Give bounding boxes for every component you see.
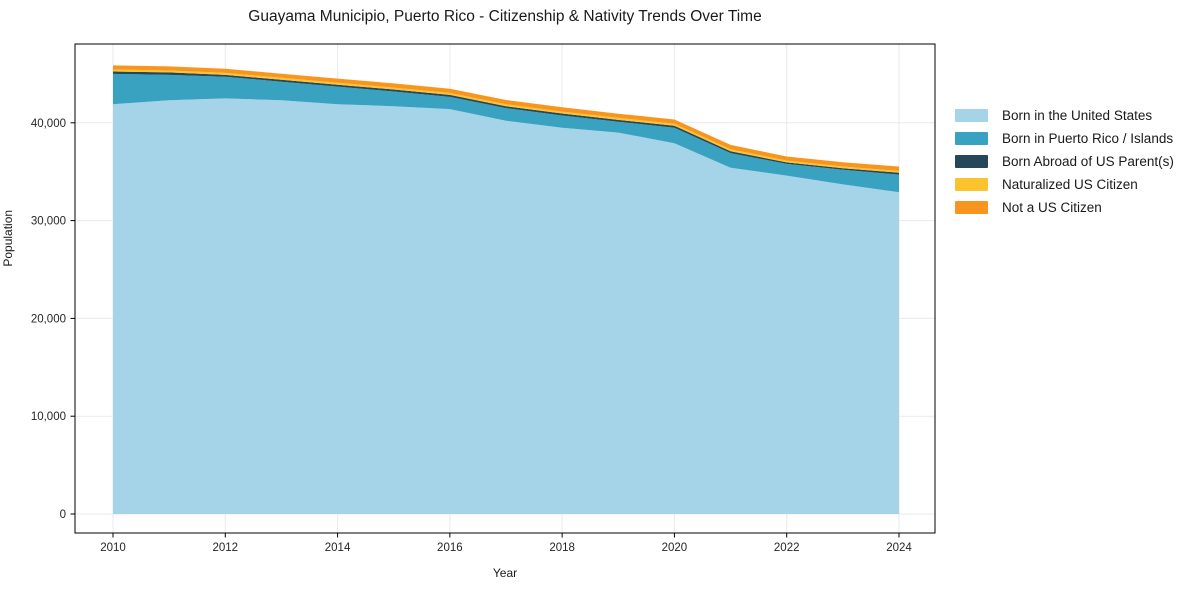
legend-swatch <box>955 109 988 122</box>
y-tick-label: 30,000 <box>31 216 66 228</box>
x-tick-label: 2016 <box>437 542 463 554</box>
legend-item: Born Abroad of US Parent(s) <box>955 150 1174 173</box>
legend-swatch <box>955 132 988 145</box>
legend-item: Born in the United States <box>955 104 1174 127</box>
legend: Born in the United States Born in Puerto … <box>955 104 1174 219</box>
area-series-born-in-the-united-states <box>113 98 899 515</box>
x-tick-label: 2014 <box>325 542 351 554</box>
x-tick-label: 2024 <box>886 542 912 554</box>
x-tick-label: 2020 <box>662 542 688 554</box>
x-tick-label: 2018 <box>549 542 575 554</box>
legend-swatch <box>955 178 988 191</box>
chart-title: Guayama Municipio, Puerto Rico - Citizen… <box>248 8 762 25</box>
area-series-born-in-puerto-rico-islands <box>113 73 899 193</box>
legend-swatch <box>955 201 988 214</box>
x-tick-label: 2022 <box>774 542 800 554</box>
legend-item: Naturalized US Citizen <box>955 173 1174 196</box>
legend-item: Born in Puerto Rico / Islands <box>955 127 1174 150</box>
legend-label: Born Abroad of US Parent(s) <box>1002 154 1174 169</box>
legend-label: Born in Puerto Rico / Islands <box>1002 131 1174 146</box>
y-tick-label: 0 <box>60 509 66 521</box>
x-axis-label: Year <box>492 566 518 580</box>
legend-label: Not a US Citizen <box>1002 200 1102 215</box>
y-tick-label: 40,000 <box>31 118 66 130</box>
legend-item: Not a US Citizen <box>955 196 1174 219</box>
plot-border <box>74 43 936 534</box>
y-tick-label: 20,000 <box>31 313 66 325</box>
x-tick-label: 2012 <box>212 542 238 554</box>
legend-swatch <box>955 155 988 168</box>
area-series-not-a-us-citizen <box>113 65 899 171</box>
legend-label: Naturalized US Citizen <box>1002 177 1138 192</box>
y-tick-label: 10,000 <box>31 411 66 423</box>
legend-label: Born in the United States <box>1002 108 1153 123</box>
x-tick-label: 2010 <box>100 542 126 554</box>
